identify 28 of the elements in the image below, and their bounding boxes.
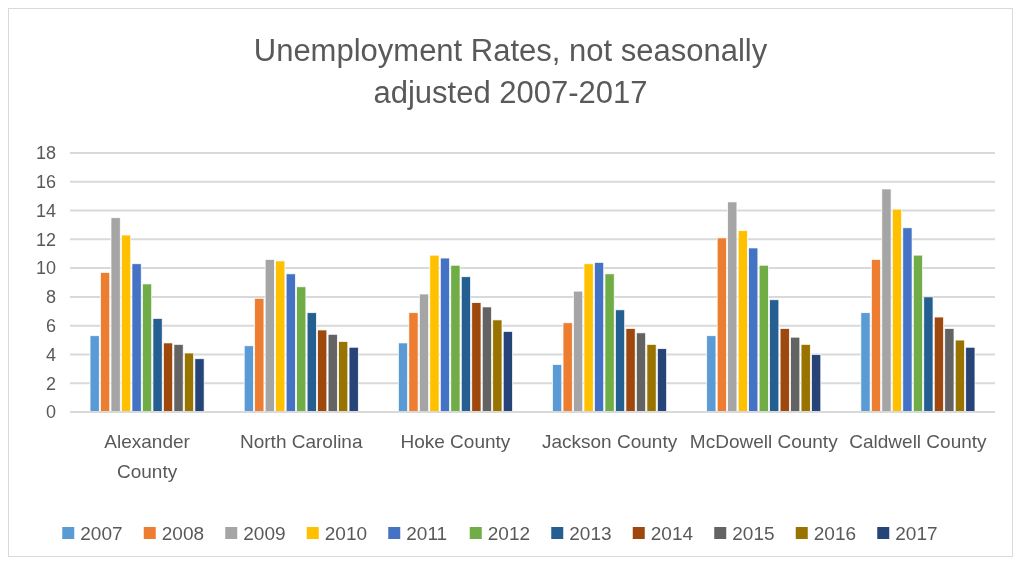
legend-label: 2016 [813,523,857,544]
y-tick-label: 6 [45,315,56,336]
x-tick-label: Hoke County [400,431,511,452]
legend-label: 2013 [569,523,612,544]
chart-title: Unemployment Rates, not seasonally adjusted 2007-2017 [253,33,768,110]
y-tick-label: 18 [35,143,56,164]
y-tick-label: 0 [45,402,56,423]
legend-label: 2010 [324,523,368,544]
legend-label: 2007 [80,523,123,544]
legend-label: 2015 [732,523,775,544]
y-tick-label: 14 [35,200,56,221]
x-tick-label: Caldwell County [849,431,988,452]
legend-label: 2008 [161,523,205,544]
x-tick-label: North Carolina [240,431,363,452]
y-tick-label: 8 [45,287,56,308]
legend-label: 2017 [895,523,938,544]
y-tick-label: 2 [45,373,56,394]
y-tick-label: 4 [45,344,56,365]
y-tick-label: 16 [35,172,56,193]
legend-label: 2014 [650,523,694,544]
legend-label: 2012 [487,523,531,544]
legend-label: 2009 [243,523,286,544]
x-tick-label: McDowell County [689,431,839,452]
y-tick-label: 12 [35,229,56,250]
legend-label: 2011 [406,523,448,544]
x-tick-label: Alexander County [104,431,191,482]
y-tick-label: 10 [35,258,56,279]
x-tick-label: Jackson County [541,431,678,452]
